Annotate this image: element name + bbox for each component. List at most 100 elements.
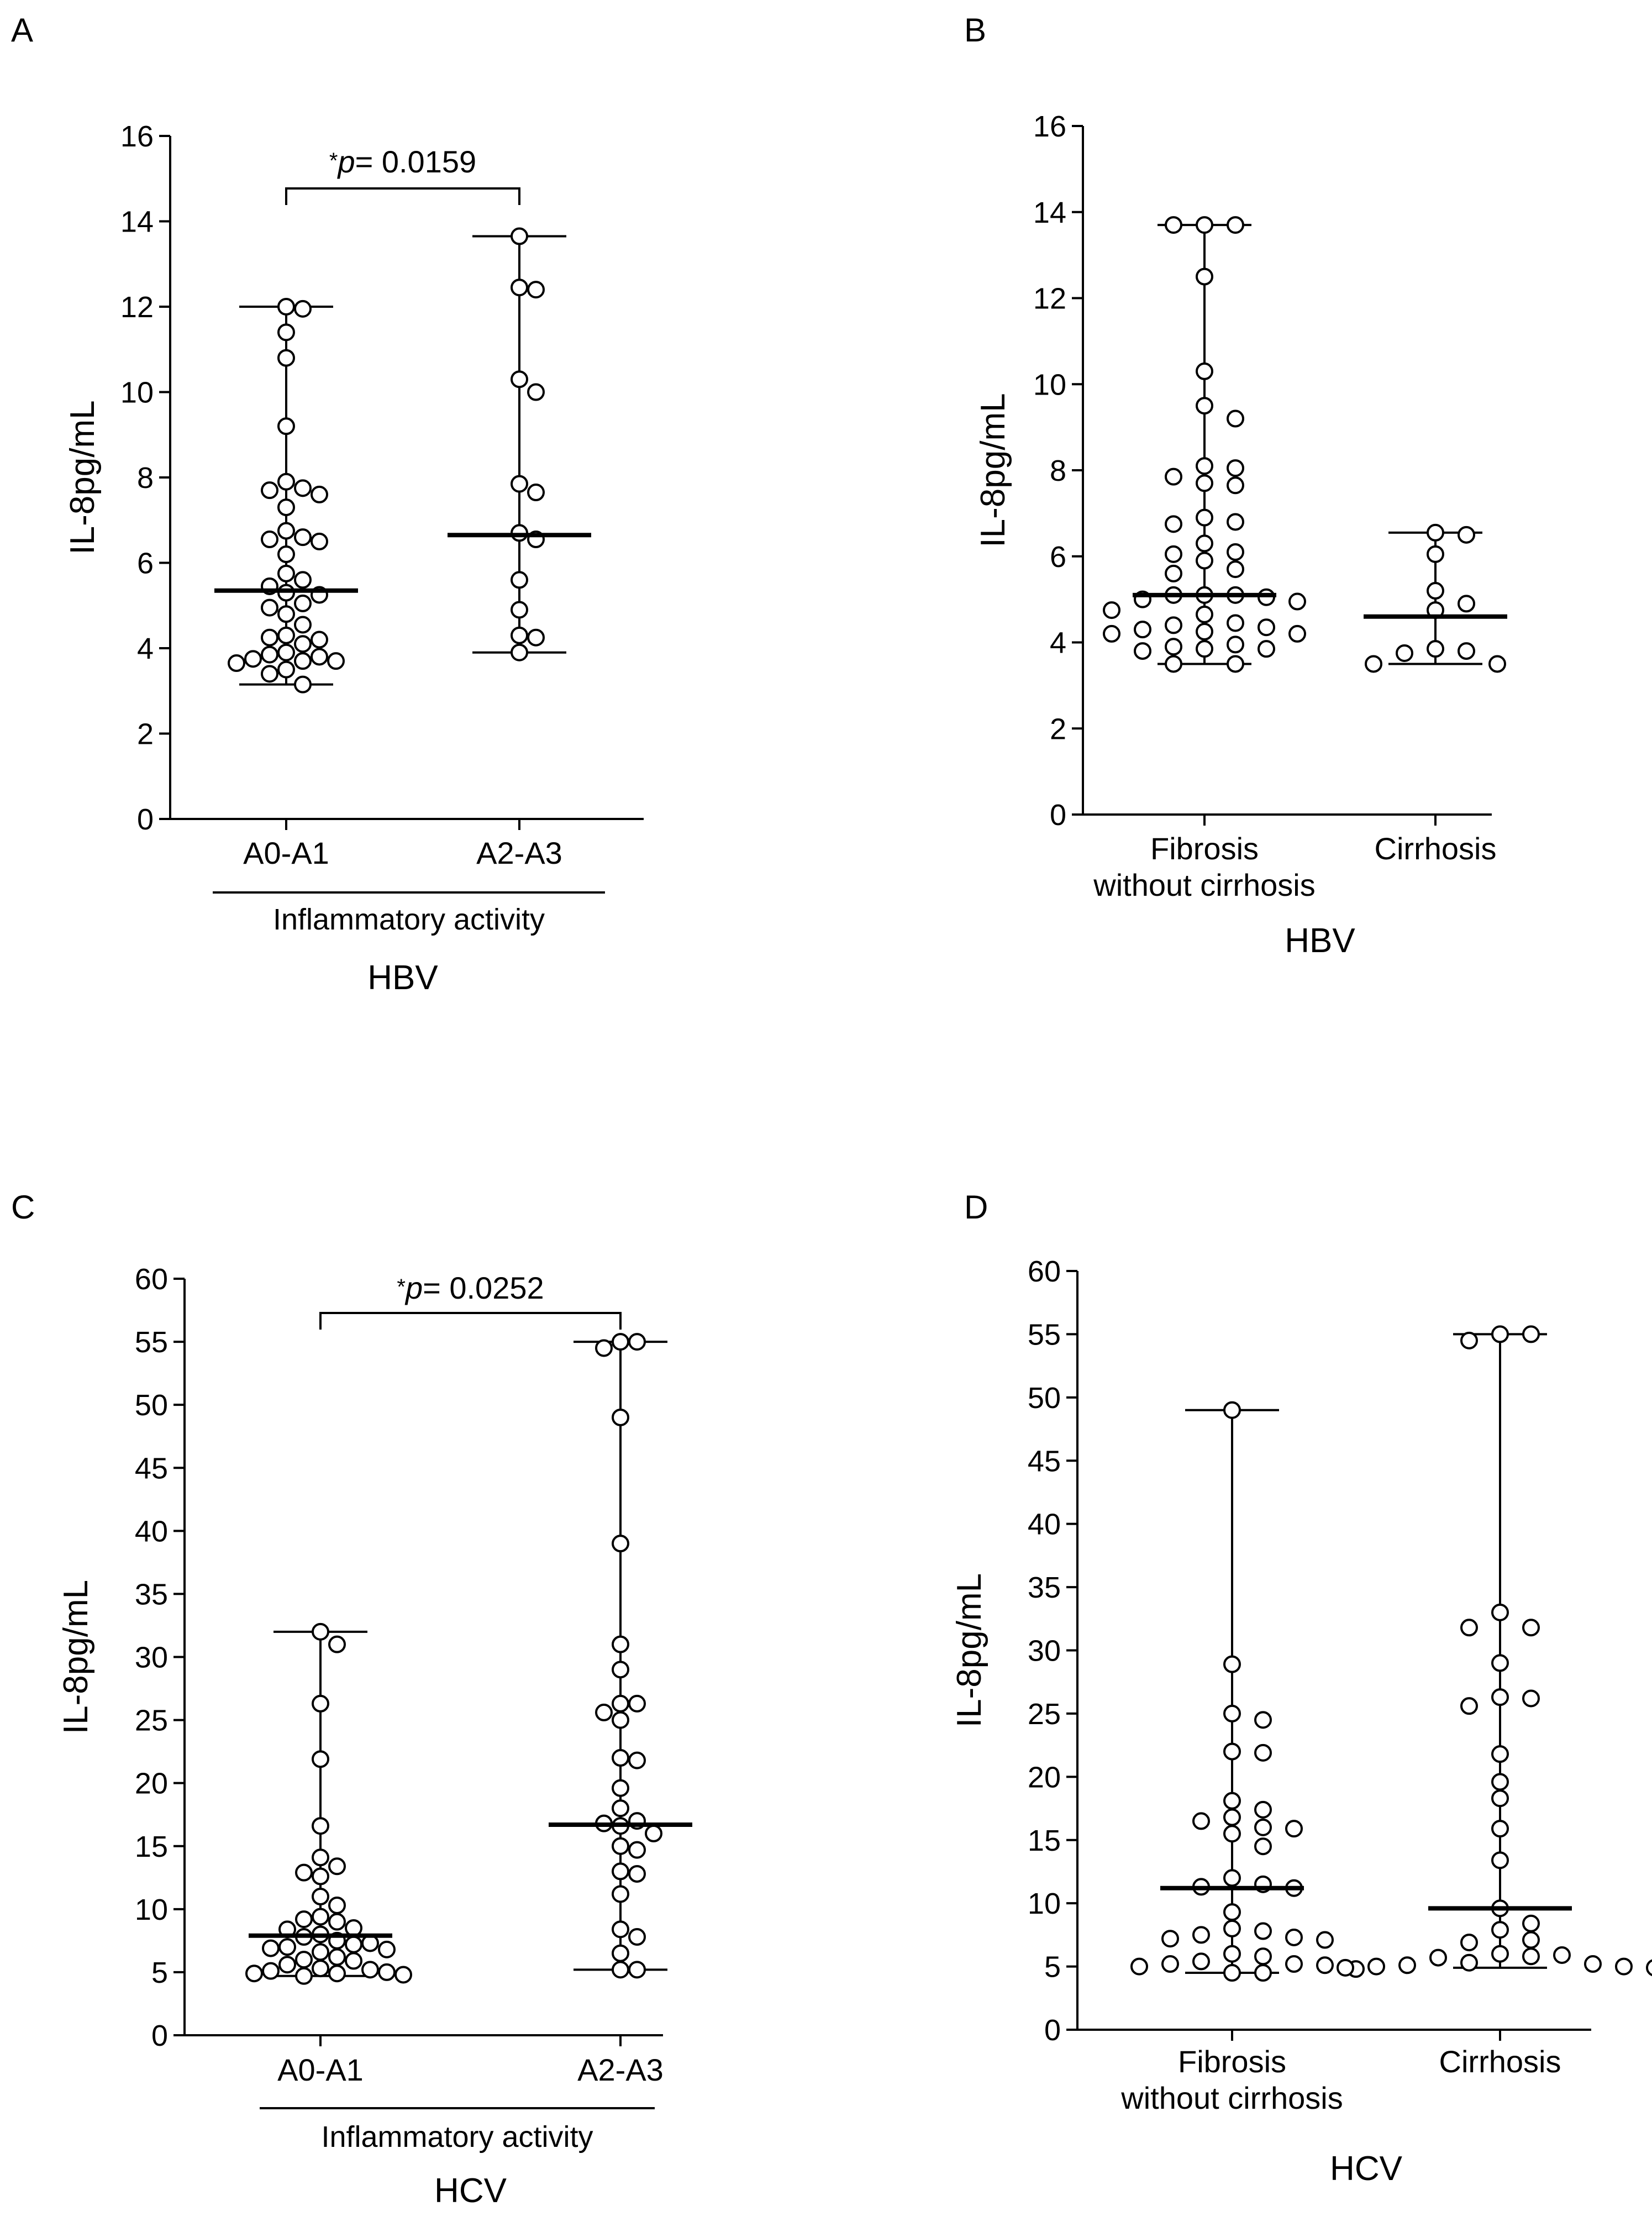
significance-bracket <box>319 1312 622 1330</box>
category-label: A2-A3 <box>476 836 562 870</box>
data-point <box>311 532 328 550</box>
y-tick-label: 20 <box>1028 1761 1061 1794</box>
data-point <box>277 522 295 540</box>
data-point <box>1460 1619 1478 1637</box>
data-point <box>1223 1808 1241 1826</box>
data-point <box>1491 1325 1509 1343</box>
data-point <box>612 1885 629 1903</box>
data-point <box>1254 1964 1272 1982</box>
data-point <box>1460 1697 1478 1715</box>
category-label: Cirrhosis <box>1375 831 1497 866</box>
data-point <box>612 1635 629 1653</box>
data-point <box>1258 618 1275 637</box>
y-tick-label: 55 <box>135 1326 168 1359</box>
data-point <box>1615 1957 1633 1976</box>
data-point <box>361 1961 379 1979</box>
data-point <box>1103 624 1120 643</box>
data-point <box>262 1962 280 1980</box>
p-value-star: * <box>329 149 338 173</box>
data-point <box>311 485 328 503</box>
data-point <box>1522 1931 1540 1949</box>
y-tick-label: 6 <box>1050 540 1066 574</box>
data-point <box>312 1750 329 1768</box>
category-label-line: A0-A1 <box>243 836 329 870</box>
data-point <box>328 1948 346 1966</box>
panel-c: C 0 5 10 15 20 25 30 35 40 45 50 55 60 IL-8pg/mL A0-A1 A… <box>11 1189 692 2210</box>
y-tick-label: 12 <box>120 291 154 324</box>
data-point <box>278 1956 296 1974</box>
category-label: Fibrosis without cirrhosis <box>1093 831 1315 902</box>
data-point <box>277 564 295 582</box>
p-value-label: *p= 0.0252 <box>397 1270 544 1305</box>
data-point <box>1223 1401 1241 1419</box>
data-point <box>1522 1325 1540 1343</box>
category-label-line: Cirrhosis <box>1439 2044 1561 2079</box>
p-value-p: p <box>404 1270 423 1305</box>
data-point <box>527 484 545 502</box>
data-point <box>277 298 295 316</box>
data-point <box>1196 508 1213 527</box>
data-point <box>1196 457 1213 475</box>
data-point <box>261 481 278 500</box>
category-label-line: A0-A1 <box>277 2052 364 2087</box>
data-point <box>628 1864 646 1883</box>
data-point <box>294 594 312 612</box>
data-point <box>612 1661 629 1679</box>
y-tick-label: 4 <box>1050 627 1066 660</box>
y-tick-label: 0 <box>1050 799 1066 832</box>
data-point <box>1227 513 1244 531</box>
y-tick-label: 10 <box>120 376 154 409</box>
data-point <box>1196 640 1213 658</box>
data-point <box>277 323 295 342</box>
y-tick-label: 50 <box>1028 1382 1061 1415</box>
data-point <box>245 1965 263 1983</box>
data-point <box>1553 1946 1571 1964</box>
data-point <box>1161 1955 1179 1973</box>
panel-letter: B <box>964 12 986 49</box>
virus-label: HBV <box>367 959 438 997</box>
p-value-text: = 0.0159 <box>355 144 477 179</box>
data-point <box>1227 409 1244 428</box>
data-point <box>277 498 295 517</box>
data-point <box>1427 545 1444 563</box>
data-point <box>1165 545 1182 563</box>
data-point <box>1196 474 1213 492</box>
y-tick-label: 0 <box>151 2019 168 2052</box>
series-1 <box>1130 1401 1365 1982</box>
data-point <box>1254 1711 1272 1729</box>
data-point <box>294 675 312 694</box>
p-value-label: *p= 0.0159 <box>329 144 476 179</box>
y-tick-label: 25 <box>1028 1698 1061 1731</box>
data-point <box>628 1694 646 1713</box>
data-point <box>1196 216 1213 234</box>
series-2 <box>1364 523 1507 673</box>
data-point <box>278 1938 296 1956</box>
p-value-star: * <box>397 1275 406 1299</box>
data-point <box>1196 552 1213 570</box>
data-point <box>1196 362 1213 380</box>
data-point <box>1227 459 1244 477</box>
y-tick-label: 30 <box>135 1641 168 1674</box>
data-point <box>1254 1922 1272 1940</box>
data-point <box>312 1888 329 1906</box>
panel-letter: C <box>11 1189 35 1226</box>
data-point <box>1254 1818 1272 1836</box>
data-point <box>327 652 345 670</box>
data-point <box>1396 644 1413 662</box>
data-point <box>1254 1743 1272 1762</box>
data-point <box>378 1963 396 1981</box>
data-point <box>1192 1812 1210 1830</box>
data-point <box>312 1817 329 1835</box>
y-tick-label: 0 <box>137 803 154 836</box>
series-1 <box>245 1622 412 1985</box>
y-tick-label: 2 <box>1050 712 1066 745</box>
data-point <box>1227 635 1244 654</box>
data-point <box>1491 1789 1509 1808</box>
data-point <box>628 1928 646 1946</box>
data-point <box>1134 642 1151 660</box>
y-tick-label: 15 <box>1028 1824 1061 1857</box>
data-point <box>612 1920 629 1939</box>
data-point <box>1491 1820 1509 1838</box>
data-point <box>294 479 312 497</box>
